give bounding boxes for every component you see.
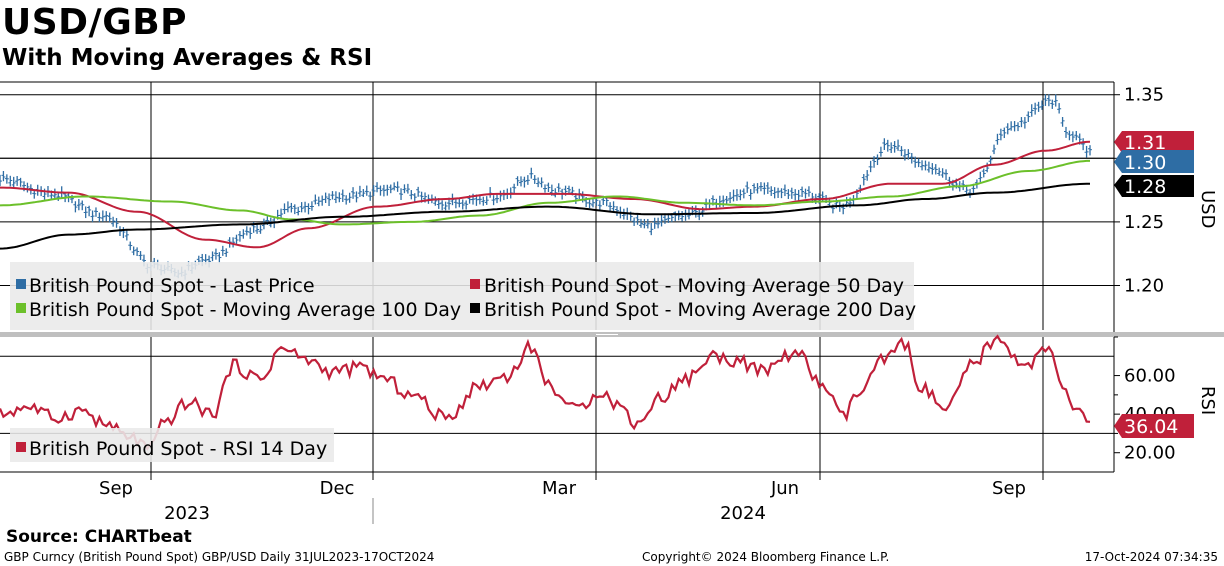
rsi-tick-label-2: 20.00 (1124, 443, 1176, 464)
x-month-label-0: Sep (99, 478, 133, 499)
moving-average-lines (0, 140, 1091, 250)
badge-ma50-label: 1.31 (1124, 132, 1166, 154)
x-axis-labels: Sep Dec Mar Jun Sep 2023 2024 (99, 478, 1026, 524)
price-tick-label-0: 1.35 (1124, 85, 1164, 106)
badge-last-price-label: 1.30 (1124, 152, 1166, 174)
legend-label-ma50: British Pound Spot - Moving Average 50 D… (484, 275, 904, 297)
price-tick-label-2: 1.25 (1124, 212, 1164, 233)
badge-rsi (1114, 414, 1194, 438)
ma100-line (0, 159, 1090, 226)
price-legend: British Pound Spot - Last Price British … (10, 262, 916, 330)
legend-swatch-rsi (16, 442, 26, 452)
footer-ticker-info: GBP Curncy (British Pound Spot) GBP/USD … (4, 550, 435, 564)
legend-swatch-ma100 (16, 303, 26, 313)
chart-title: USD/GBP (2, 2, 188, 43)
legend-label-ma200: British Pound Spot - Moving Average 200 … (484, 299, 916, 321)
legend-label-rsi: British Pound Spot - RSI 14 Day (29, 438, 327, 460)
rsi-last-value-badge: 36.04 (1114, 414, 1194, 438)
rsi-tick-label-0: 60.00 (1124, 366, 1176, 387)
footer-timestamp: 17-Oct-2024 07:34:35 (1084, 550, 1218, 564)
legend-label-last-price: British Pound Spot - Last Price (29, 275, 315, 297)
price-axis-label: USD (1197, 190, 1218, 228)
badge-last-price (1114, 150, 1194, 173)
footer-copyright: Copyright© 2024 Bloomberg Finance L.P. (642, 550, 890, 564)
ma200-line (0, 182, 1091, 250)
ma50-line (0, 140, 1091, 249)
chart-subtitle: With Moving Averages & RSI (2, 45, 373, 71)
rsi-axis-label: RSI (1197, 386, 1218, 415)
rsi-line-path (0, 334, 1091, 451)
price-series (0, 94, 1092, 280)
legend-swatch-ma50 (470, 279, 480, 289)
badge-ma200 (1114, 175, 1194, 197)
price-gridlines (0, 94, 1114, 286)
badge-ma200-label: 1.28 (1124, 176, 1166, 198)
source-label: Source: CHARTbeat (6, 527, 192, 547)
price-tick-label-3: 1.20 (1124, 275, 1164, 296)
legend-label-ma100: British Pound Spot - Moving Average 100 … (29, 299, 461, 321)
x-month-label-3: Jun (770, 478, 799, 499)
x-year-label-0: 2023 (164, 503, 210, 524)
panel-frames (0, 81, 1224, 524)
rsi-series (0, 334, 1091, 451)
rsi-legend: British Pound Spot - RSI 14 Day (10, 428, 334, 462)
x-year-label-1: 2024 (720, 503, 766, 524)
badge-rsi-label: 36.04 (1124, 416, 1178, 438)
legend-swatch-ma200 (470, 303, 480, 313)
price-last-value-badges: 1.31 1.30 1.28 (1114, 131, 1194, 198)
badge-ma50 (1114, 131, 1194, 153)
legend-swatch-last-price (16, 279, 26, 289)
x-month-label-4: Sep (992, 478, 1026, 499)
x-month-label-1: Dec (320, 478, 355, 499)
x-month-label-2: Mar (542, 478, 577, 499)
